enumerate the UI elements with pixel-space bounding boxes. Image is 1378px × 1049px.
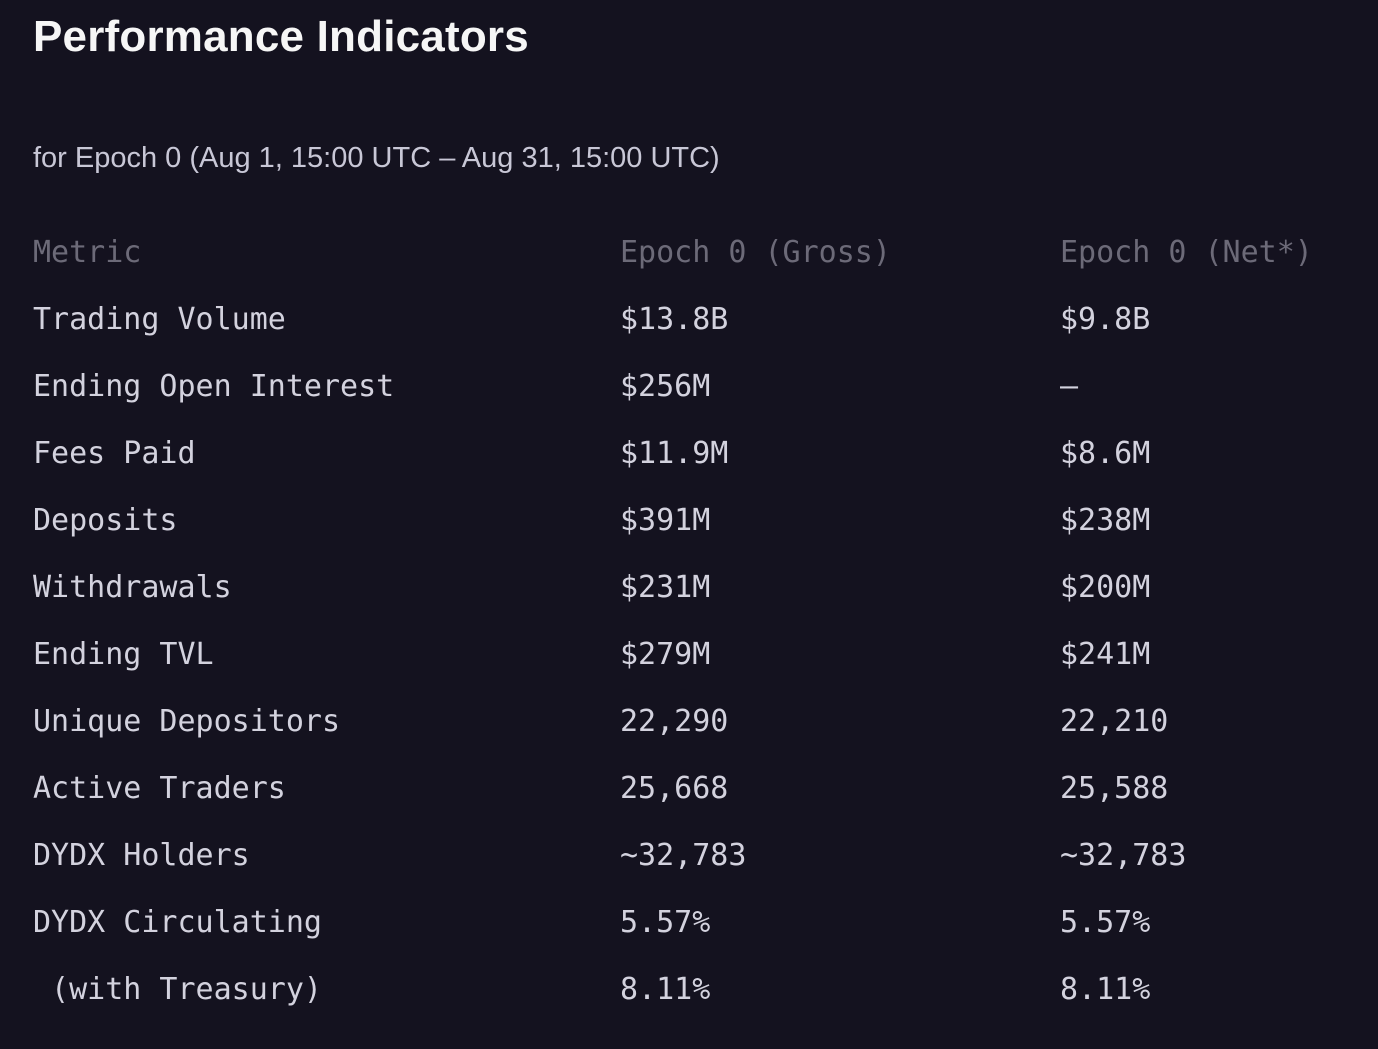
gross-value: ~32,783 (620, 838, 747, 873)
metric-label: Trading Volume (33, 302, 286, 337)
gross-value: $11.9M (620, 436, 729, 471)
metrics-table: Metric Epoch 0 (Gross) Epoch 0 (Net*) Tr… (0, 219, 1378, 1023)
gross-value: $256M (620, 369, 711, 404)
gross-value: $391M (620, 503, 711, 538)
gross-value: $13.8B (620, 302, 729, 337)
gross-value: $279M (620, 637, 711, 672)
table-row-ending-open-interest: Ending Open Interest $256M — (0, 353, 1378, 420)
gross-value: 22,290 (620, 704, 729, 739)
net-value: $241M (1060, 637, 1151, 672)
net-value: 25,588 (1060, 771, 1169, 806)
metric-label: (with Treasury) (33, 972, 322, 1007)
net-value: $9.8B (1060, 302, 1151, 337)
net-value: $8.6M (1060, 436, 1151, 471)
table-row-trading-volume: Trading Volume $13.8B $9.8B (0, 286, 1378, 353)
table-row-active-traders: Active Traders 25,668 25,588 (0, 755, 1378, 822)
epoch-date-range-subtitle: for Epoch 0 (Aug 1, 15:00 UTC – Aug 31, … (33, 142, 720, 174)
metric-label: Fees Paid (33, 436, 196, 471)
net-value: $238M (1060, 503, 1151, 538)
table-row-withdrawals: Withdrawals $231M $200M (0, 554, 1378, 621)
gross-value: 8.11% (620, 972, 711, 1007)
gross-value: 5.57% (620, 905, 711, 940)
metric-label: Deposits (33, 503, 178, 538)
metric-label: DYDX Holders (33, 838, 250, 873)
table-row-dydx-holders: DYDX Holders ~32,783 ~32,783 (0, 822, 1378, 889)
net-value: — (1060, 369, 1079, 404)
gross-value: $231M (620, 570, 711, 605)
net-value: 22,210 (1060, 704, 1169, 739)
metric-label: DYDX Circulating (33, 905, 322, 940)
metric-label: Withdrawals (33, 570, 232, 605)
table-row-unique-depositors: Unique Depositors 22,290 22,210 (0, 688, 1378, 755)
net-value: ~32,783 (1060, 838, 1187, 873)
column-header-metric: Metric (33, 235, 142, 270)
column-header-epoch0-gross: Epoch 0 (Gross) (620, 235, 891, 270)
net-value: 8.11% (1060, 972, 1151, 1007)
net-value: $200M (1060, 570, 1151, 605)
gross-value: 25,668 (620, 771, 729, 806)
metric-label: Unique Depositors (33, 704, 341, 739)
table-row-ending-tvl: Ending TVL $279M $241M (0, 621, 1378, 688)
table-header-row: Metric Epoch 0 (Gross) Epoch 0 (Net*) (0, 219, 1378, 286)
table-row-fees-paid: Fees Paid $11.9M $8.6M (0, 420, 1378, 487)
column-header-epoch0-net: Epoch 0 (Net*) (1060, 235, 1313, 270)
table-row-dydx-circulating: DYDX Circulating 5.57% 5.57% (0, 889, 1378, 956)
table-row-deposits: Deposits $391M $238M (0, 487, 1378, 554)
metric-label: Active Traders (33, 771, 286, 806)
page-title: Performance Indicators (33, 12, 529, 61)
net-value: 5.57% (1060, 905, 1151, 940)
table-row-with-treasury: (with Treasury) 8.11% 8.11% (0, 956, 1378, 1023)
metric-label: Ending TVL (33, 637, 214, 672)
metric-label: Ending Open Interest (33, 369, 395, 404)
